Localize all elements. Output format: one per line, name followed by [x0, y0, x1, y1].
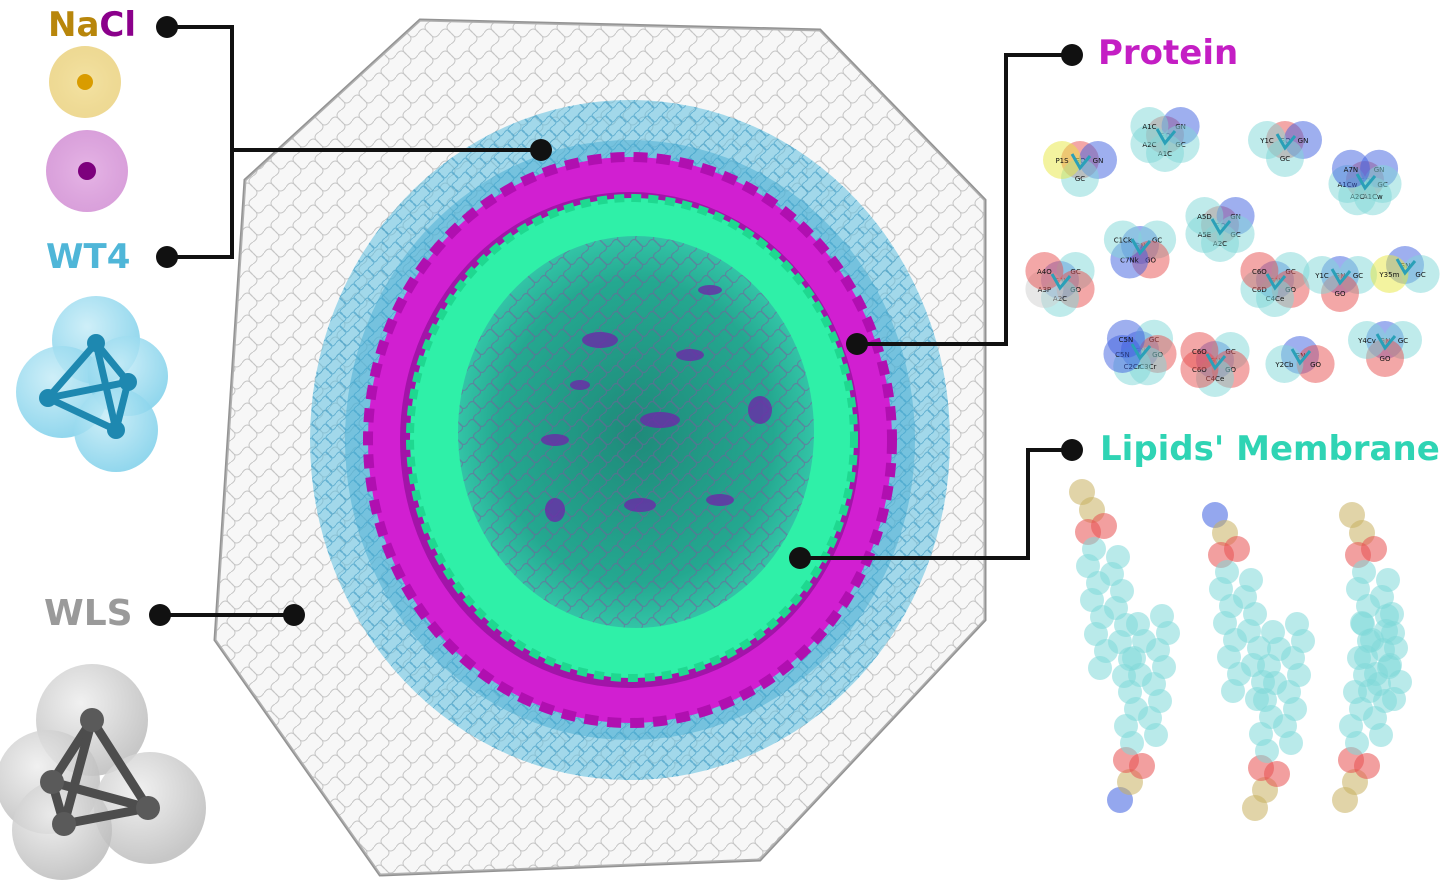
residue-stick [1330, 268, 1352, 286]
residue-stick [1290, 348, 1312, 366]
protein-residue-model: GNGOY2Cb [1265, 336, 1335, 383]
residue-stick [1205, 353, 1227, 371]
lipids-membrane-label: Lipids' Membrane [1100, 429, 1440, 469]
lipid-tail-bead [1261, 620, 1285, 644]
lipid-model [1202, 502, 1275, 711]
bead [1180, 332, 1219, 370]
bead-label: A4O [1037, 268, 1052, 276]
na-ion-icon [49, 46, 121, 118]
lipid-tail-bead [1375, 604, 1399, 628]
bead [1348, 321, 1386, 359]
protein-residue-model: GOGNGCA2CA5EA5D [1185, 197, 1255, 262]
bead-label: C6O [1252, 268, 1267, 276]
bead [1025, 252, 1064, 290]
bead-label: Y4Cv [1357, 337, 1376, 345]
protein-residue-model: GNGCGOC4CeC6OC6O [1180, 332, 1250, 397]
lipid-tail-bead [1221, 679, 1245, 703]
residue-stick [1050, 273, 1072, 291]
protein-residue-model: GNGCGOY1C [1303, 256, 1377, 312]
lipid-tail-bead [1126, 612, 1150, 636]
connector-dots [149, 16, 1083, 626]
residue-stick [1375, 333, 1397, 351]
cl-label: Cl [99, 5, 137, 45]
bead-label: Y2Cb [1274, 361, 1294, 369]
bead-label: C6O [1192, 348, 1207, 356]
bead-label: GO [1310, 361, 1321, 369]
cl-ion-icon [46, 130, 128, 212]
protein-residue-model: GNGCGOC4CeC6DC6O [1240, 252, 1310, 317]
bead-label: GO [1145, 257, 1156, 265]
nacl-label: NaCl [48, 8, 136, 42]
bead-label: GO [1335, 290, 1346, 298]
wt4-label: WT4 [46, 237, 131, 277]
bead-label: Y35m [1378, 271, 1399, 279]
bead [1130, 107, 1169, 145]
bead-label: C7Nk [1120, 257, 1140, 265]
protein-residue-model: GNGCGOC7NkC1Ck [1103, 220, 1177, 279]
protein-residue-model: GNGCY35m [1370, 246, 1440, 293]
protein-bead-models: GOGNGCP1SGOGNGCA1CA2CA1CGOGNGCY1CGOGNGCA… [1025, 107, 1440, 397]
lipid-tail-bead [1351, 612, 1375, 636]
bead-label: GC [1152, 236, 1162, 244]
wls-tetrahedron-icon [0, 664, 206, 880]
bead-label: A5D [1197, 213, 1212, 221]
lipid-model [1107, 604, 1180, 813]
lipid-model [1242, 612, 1315, 821]
residue-stick [1130, 238, 1152, 256]
bead-label: A7N [1344, 166, 1358, 174]
bead-label: P1S [1055, 157, 1069, 165]
protein-residue-model: GNGCGOA2CA3PA4O [1025, 252, 1095, 317]
bead [1103, 220, 1142, 259]
residue-stick [1070, 153, 1092, 171]
bead [1043, 141, 1081, 179]
bead-label: A1C [1142, 123, 1156, 131]
residue-stick [1395, 258, 1417, 276]
protein-residue-model: GNGCGOY4Cv [1348, 321, 1422, 377]
residue-stick [1355, 173, 1377, 191]
protein-residue-model: GOGNGCY1C [1248, 121, 1322, 177]
bead-label: GO [1380, 355, 1391, 363]
bead [1185, 197, 1224, 235]
bead-label: A2C [1142, 141, 1156, 149]
bead-label: C1Ck [1114, 236, 1133, 244]
lipid-tail-bead [1150, 604, 1174, 628]
bead-label: C6O [1192, 366, 1207, 374]
bead [1303, 256, 1341, 294]
bead-label: GC [1075, 175, 1085, 183]
bead-label: GC [1398, 337, 1408, 345]
protein-residue-model: GOGNGCA1CwA2CA1CwA7N [1328, 149, 1402, 216]
bead [1248, 121, 1286, 159]
protein-residue-model: GNGCGOC3CrC2CrC5NC5N [1103, 319, 1177, 386]
connector-lines [160, 25, 1072, 617]
na-label: Na [48, 5, 100, 45]
protein-label: Protein [1098, 33, 1239, 73]
lipid-tail-bead [1088, 656, 1112, 680]
bead-label: GC [1415, 271, 1425, 279]
protein-residue-model: GOGNGCA1CA2CA1C [1130, 107, 1200, 172]
residue-stick [1155, 128, 1177, 146]
bead-label: GN [1093, 157, 1104, 165]
bead-label: Y1C [1259, 137, 1274, 145]
lipid-bead-models [1069, 479, 1412, 821]
wls-label: WLS [44, 593, 133, 634]
lipid-tail-bead [1285, 612, 1309, 636]
protein-residue-model: GOGNGCP1S [1043, 141, 1117, 197]
bead-label: C5N [1119, 336, 1134, 344]
residue-stick [1275, 133, 1297, 151]
residue-stick [1210, 218, 1232, 236]
residue-stick [1130, 343, 1152, 361]
wt4-tetrahedron-icon [16, 296, 168, 472]
bead-label: GN [1298, 137, 1309, 145]
bead-label: Y1C [1314, 272, 1329, 280]
virus-particle-icon [213, 18, 987, 877]
bead-label: GC [1280, 155, 1290, 163]
residue-stick [1265, 273, 1287, 291]
bead-label: GC [1353, 272, 1363, 280]
bead [1240, 252, 1279, 290]
lipid-model [1332, 604, 1405, 813]
